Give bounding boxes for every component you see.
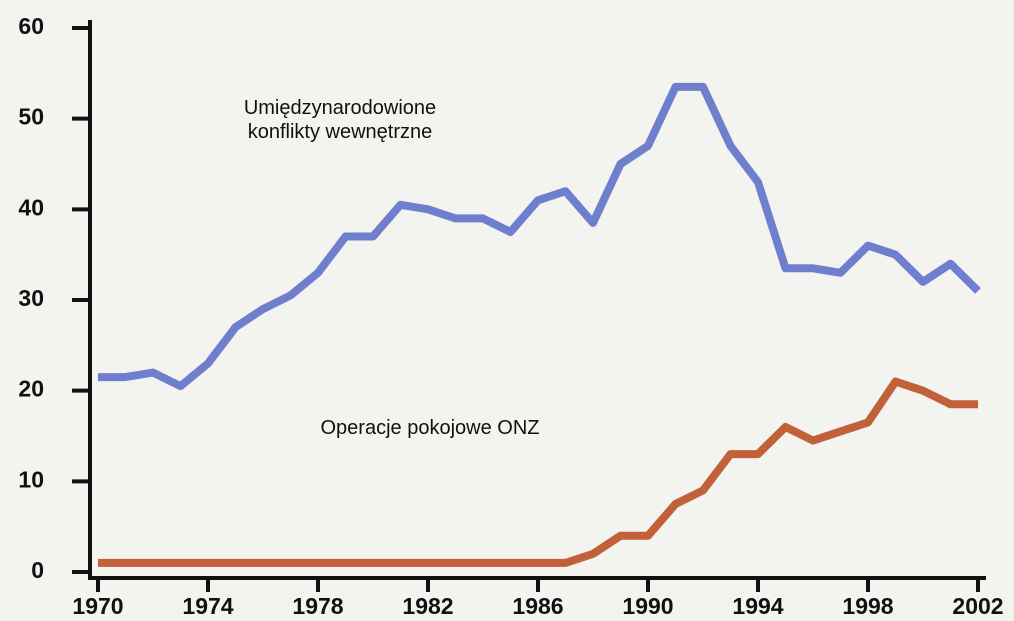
x-tick-label: 1970 bbox=[72, 593, 123, 619]
series-line bbox=[98, 82, 981, 391]
x-tick-label: 1994 bbox=[732, 593, 783, 619]
x-tick-label: 1974 bbox=[182, 593, 233, 619]
y-tick-label: 50 bbox=[18, 104, 44, 130]
series-line bbox=[98, 377, 978, 567]
series-label: Umiędzynarodowione konflikty wewnętrzne bbox=[243, 97, 437, 143]
y-tick-label: 40 bbox=[18, 194, 44, 220]
series-label: Operacje pokojowe ONZ bbox=[320, 417, 540, 439]
x-tick-label: 2002 bbox=[952, 593, 1003, 619]
y-tick-label: 30 bbox=[18, 285, 44, 311]
x-tick-label: 1990 bbox=[622, 593, 673, 619]
x-tick-label: 1982 bbox=[402, 593, 453, 619]
y-tick-label: 10 bbox=[18, 466, 44, 492]
y-tick-label: 60 bbox=[18, 13, 44, 39]
y-tick-label: 0 bbox=[31, 557, 44, 583]
x-tick-label: 1998 bbox=[842, 593, 893, 619]
x-tick-label: 1986 bbox=[512, 593, 563, 619]
x-tick-label: 1978 bbox=[292, 593, 343, 619]
y-tick-label: 20 bbox=[18, 376, 44, 402]
